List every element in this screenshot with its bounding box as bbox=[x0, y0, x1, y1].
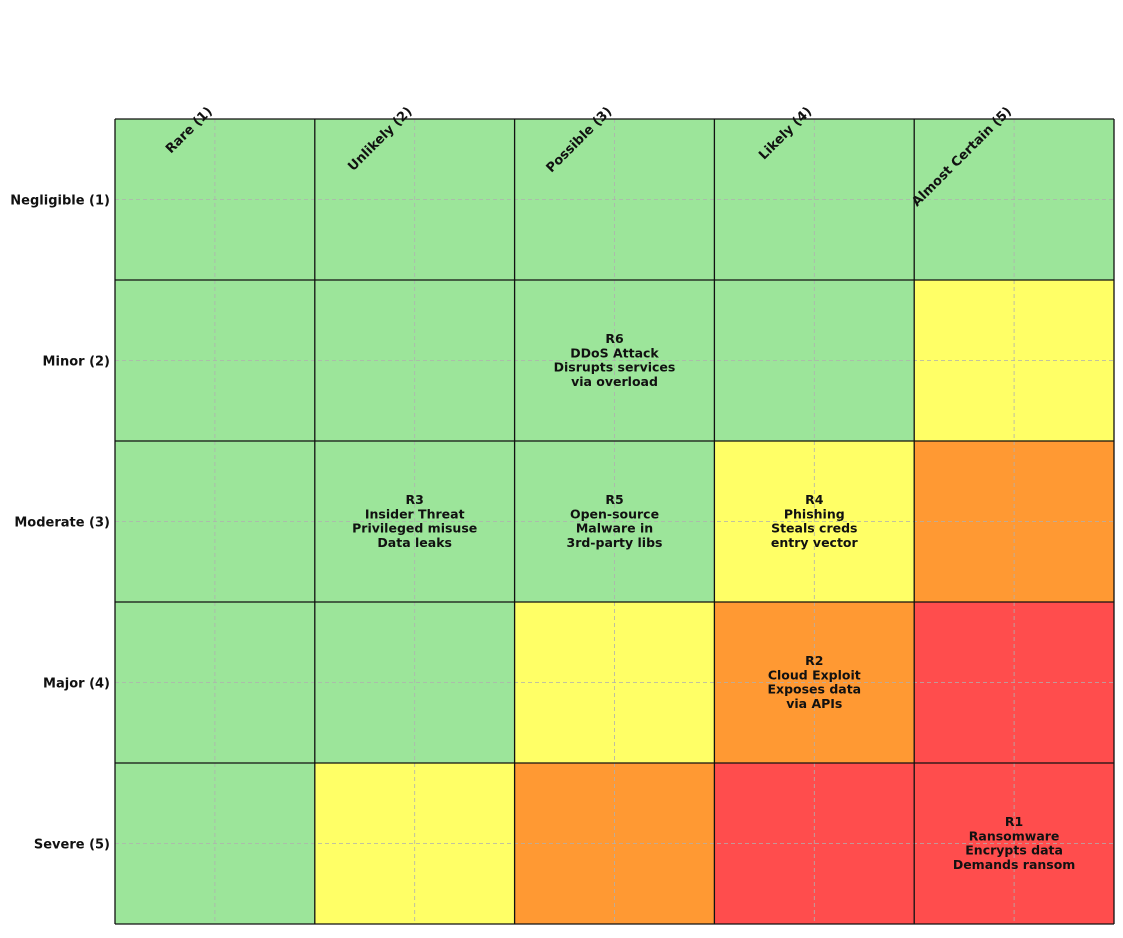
risk-label-line: R4 bbox=[805, 492, 824, 507]
risk-label-line: R1 bbox=[1005, 814, 1023, 829]
y-tick-label: Major (4) bbox=[43, 677, 110, 692]
risk-label-line: R6 bbox=[605, 331, 624, 346]
risk-label-line: Cloud Exploit bbox=[768, 667, 861, 682]
risk-label-line: Open-source bbox=[570, 506, 659, 521]
y-tick-label: Severe (5) bbox=[34, 838, 110, 853]
y-tick-label: Negligible (1) bbox=[10, 194, 110, 209]
risk-label-line: Disrupts services bbox=[554, 360, 676, 375]
risk-label-line: Insider Threat bbox=[365, 506, 465, 521]
risk-label-line: DDoS Attack bbox=[570, 345, 659, 360]
risk-label-line: Malware in bbox=[576, 521, 653, 536]
y-tick-label: Moderate (3) bbox=[14, 516, 110, 531]
risk-label-line: R5 bbox=[605, 492, 623, 507]
risk-label-line: R3 bbox=[406, 492, 424, 507]
risk-label-line: Exposes data bbox=[767, 682, 861, 697]
gridlines-layer bbox=[115, 119, 1114, 924]
risk-label-line: Demands ransom bbox=[953, 857, 1076, 872]
y-tick-label: Minor (2) bbox=[43, 355, 110, 370]
risk-label-line: Phishing bbox=[784, 506, 845, 521]
risk-label-line: via APIs bbox=[786, 696, 842, 711]
risk-label-line: Ransomware bbox=[969, 828, 1060, 843]
y-tick-labels: Negligible (1) Minor (2) Moderate (3) Major… bbox=[10, 194, 110, 853]
risk-label-line: Encrypts data bbox=[965, 843, 1063, 858]
risk-label-line: 3rd-party libs bbox=[567, 535, 663, 550]
risk-label-line: Privileged misuse bbox=[352, 521, 477, 536]
risk-label-line: entry vector bbox=[771, 535, 859, 550]
cell-borders-layer bbox=[114, 118, 1115, 925]
risk-label-line: via overload bbox=[571, 374, 658, 389]
risk-label-line: Data leaks bbox=[377, 535, 452, 550]
risk-label-line: R2 bbox=[805, 653, 823, 668]
risk-label-line: Steals creds bbox=[771, 521, 857, 536]
